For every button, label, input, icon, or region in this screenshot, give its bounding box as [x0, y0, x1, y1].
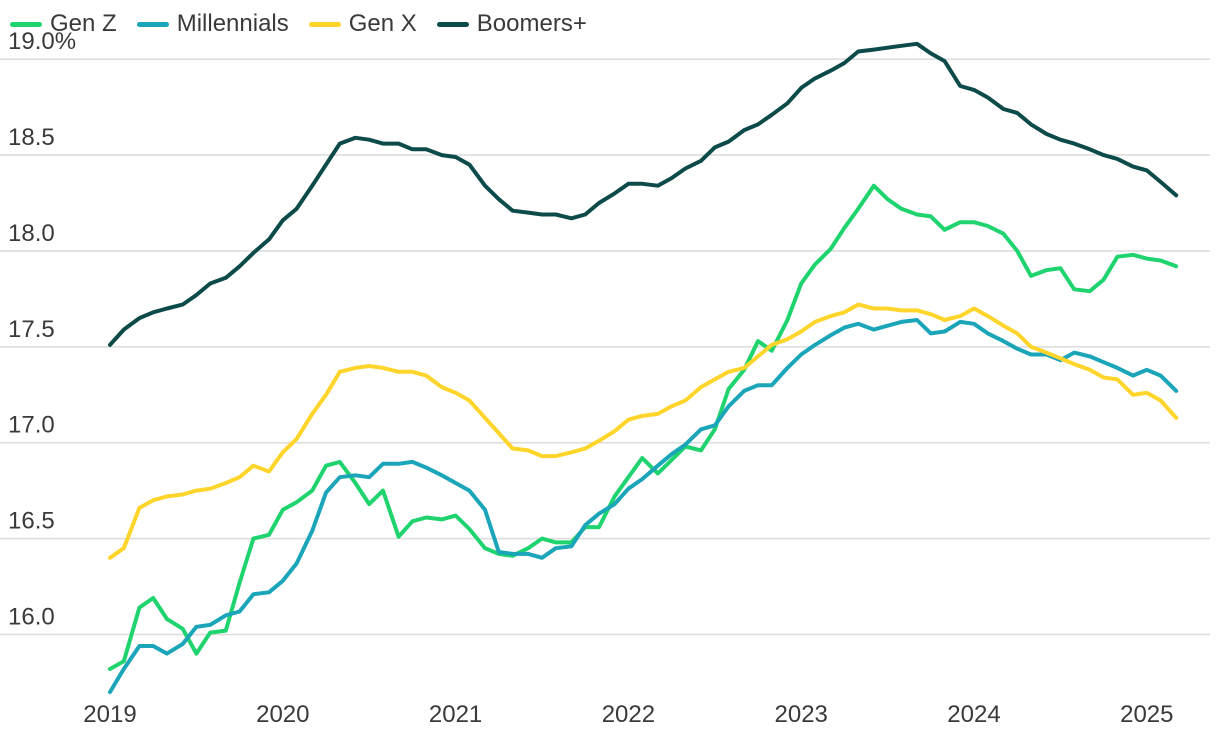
- series-line-gen-x: [108, 302, 1179, 560]
- gridlines: [0, 58, 1210, 636]
- y-tick-label: 18.5: [8, 124, 55, 151]
- legend-label-millennials: Millennials: [176, 10, 289, 37]
- series-line-millennials: [108, 318, 1179, 694]
- x-tick-label: 2024: [947, 701, 1000, 728]
- y-tick-label: 19.0%: [8, 28, 76, 55]
- legend-item-millennials: Millennials: [136, 10, 289, 38]
- x-axis-labels: 2019 2020 2021 2022 2023 2024 2025: [83, 701, 1173, 728]
- legend-swatch-gen-z: [10, 21, 42, 27]
- x-tick-label: 2019: [83, 701, 136, 728]
- x-tick-label: 2023: [775, 701, 828, 728]
- x-tick-label: 2020: [256, 701, 309, 728]
- y-tick-label: 16.5: [8, 508, 55, 535]
- y-tick-label: 16.0: [8, 603, 55, 630]
- x-tick-label: 2025: [1120, 701, 1173, 728]
- legend-item-boomers: Boomers+: [436, 10, 587, 38]
- legend-item-gen-x: Gen X: [308, 10, 417, 38]
- series-line-boomers: [108, 41, 1179, 347]
- y-tick-label: 18.0: [8, 220, 55, 247]
- series-line-gen-z: [108, 183, 1179, 671]
- y-axis-labels: 16.0 16.5 17.0 17.5 18.0 18.5 19.0%: [8, 28, 76, 630]
- legend-label-gen-z: Gen Z: [50, 10, 117, 37]
- x-tick-label: 2022: [602, 701, 655, 728]
- legend-swatch-millennials: [136, 21, 169, 27]
- legend-label-boomers: Boomers+: [476, 10, 587, 37]
- series-lines: [108, 41, 1179, 694]
- y-tick-label: 17.5: [8, 316, 55, 343]
- chart-legend: Gen Z Millennials Gen X Boomers+: [10, 10, 587, 38]
- legend-swatch-boomers: [436, 21, 469, 27]
- x-tick-label: 2021: [429, 701, 482, 728]
- legend-item-gen-z: Gen Z: [10, 10, 117, 38]
- legend-swatch-gen-x: [308, 21, 341, 27]
- legend-label-gen-x: Gen X: [348, 10, 417, 37]
- y-tick-label: 17.0: [8, 412, 55, 439]
